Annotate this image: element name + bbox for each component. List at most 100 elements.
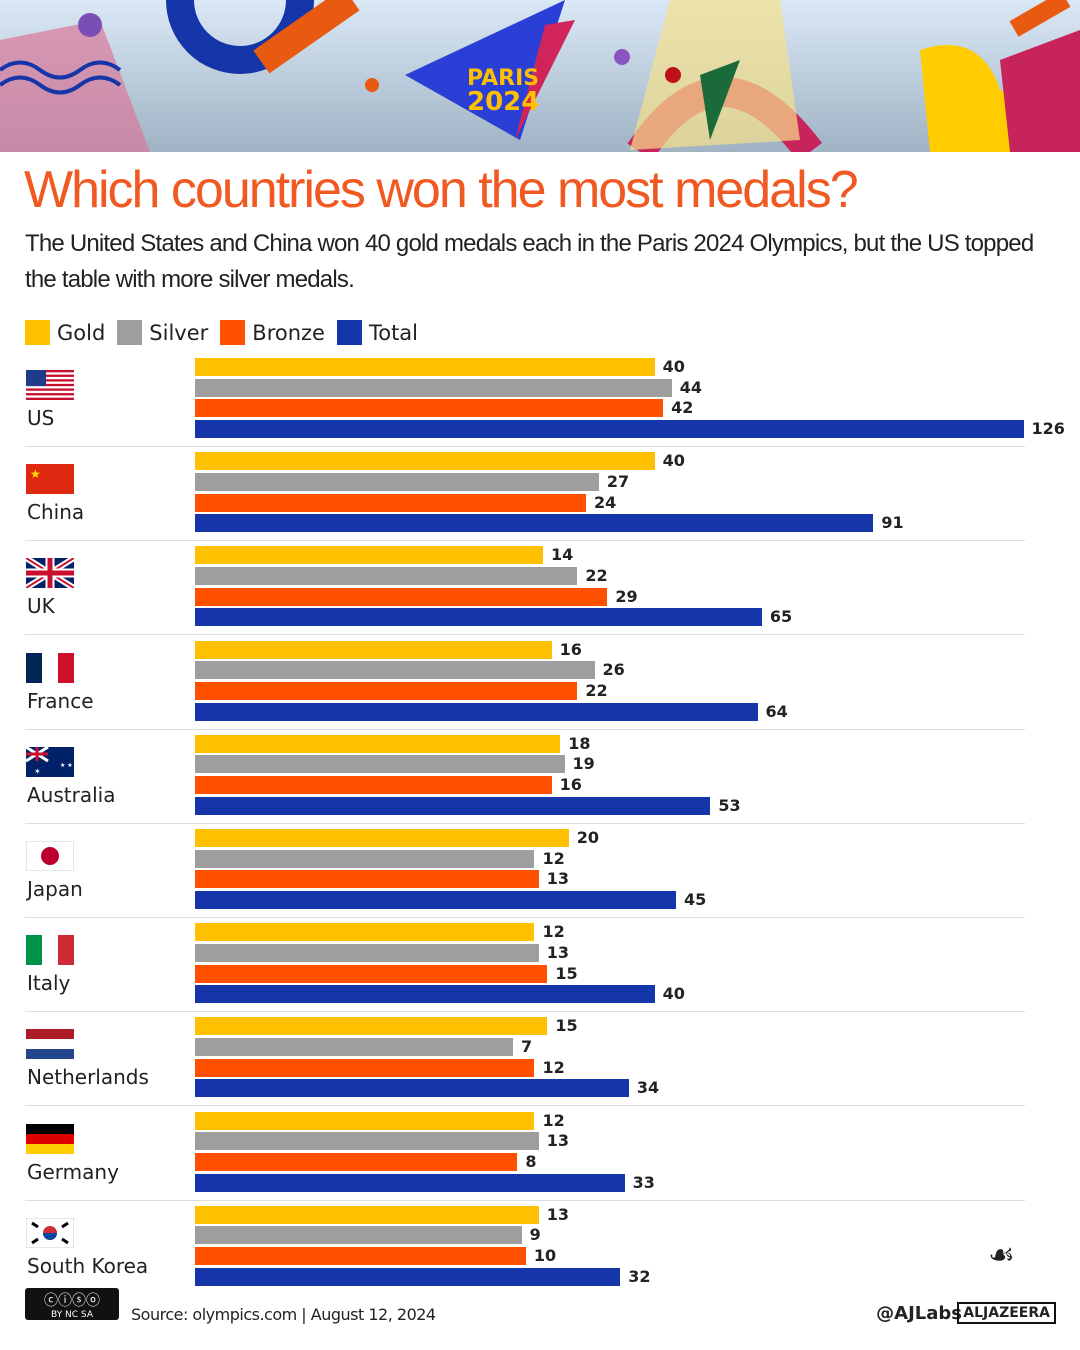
- flag-china-icon: ★: [26, 464, 74, 495]
- country-label: US: [27, 406, 55, 430]
- legend-item-total: Total: [336, 320, 418, 345]
- country-label: Germany: [27, 1159, 119, 1184]
- country-label: France: [27, 688, 94, 713]
- data-label-total: 64: [765, 701, 788, 721]
- data-label-total: 126: [1031, 419, 1065, 439]
- legend-swatch-gold: [25, 320, 50, 345]
- data-label-total: 40: [662, 984, 685, 1004]
- bar-bronze: [195, 681, 578, 700]
- country-group: US 40 44 42 126: [0, 357, 1080, 452]
- data-label-silver: 19: [572, 754, 595, 774]
- bar-gold: [195, 1017, 548, 1036]
- bar-bronze: [195, 964, 548, 983]
- bar-gold: [195, 829, 569, 847]
- data-label-gold: 40: [662, 357, 685, 376]
- country-label: UK: [27, 594, 55, 619]
- country-label: South Korea: [27, 1253, 149, 1278]
- data-label-bronze: 22: [585, 680, 608, 700]
- svg-text:2024: 2024: [467, 87, 539, 117]
- aljazeera-brand: ALJAZEERA: [957, 1302, 1056, 1324]
- bar-total: [195, 514, 874, 533]
- creative-commons-icon: ⓒⓘⓢⓞ BY NC SA: [25, 1288, 119, 1320]
- data-label-silver: 12: [542, 848, 565, 868]
- country-group: South Korea 13 9 10 32: [0, 1205, 1080, 1300]
- country-group: ✶ ★ ★ Australia 18 19 16 53: [0, 733, 1080, 829]
- flag-netherlands-icon: [26, 1029, 74, 1060]
- bar-gold: [195, 452, 655, 471]
- country-label: Italy: [27, 971, 71, 996]
- bar-total: [195, 1267, 621, 1286]
- bar-bronze: [195, 776, 552, 795]
- data-label-gold: 18: [568, 733, 591, 753]
- data-label-bronze: 15: [555, 963, 578, 983]
- bar-total: [195, 1079, 629, 1098]
- legend-swatch-silver: [117, 320, 143, 345]
- data-label-bronze: 10: [533, 1246, 557, 1266]
- bar-bronze: [195, 493, 586, 512]
- data-label-gold: 12: [542, 1110, 565, 1130]
- bar-bronze: [195, 1058, 535, 1077]
- data-label-total: 34: [636, 1078, 660, 1098]
- row-divider: [25, 1199, 1025, 1201]
- footer: ⓒⓘⓢⓞ BY NC SA Source: olympics.com | Augu…: [25, 1288, 1060, 1328]
- country-group: Germany 12 13 8 33: [0, 1110, 1080, 1206]
- svg-text:★ ★: ★ ★: [60, 762, 73, 769]
- row-divider: [25, 540, 1025, 542]
- flag-australia-icon: ✶ ★ ★: [26, 746, 74, 777]
- bar-silver: [195, 378, 672, 397]
- legend-label-gold: Gold: [57, 320, 106, 345]
- paris-2024-banner: PARIS 2024: [0, 0, 1080, 152]
- data-label-silver: 7: [521, 1037, 533, 1057]
- svg-text:★: ★: [30, 467, 41, 481]
- bar-total: [195, 796, 711, 815]
- bar-gold: [195, 734, 561, 753]
- flag-france-icon: [26, 652, 74, 683]
- data-label-bronze: 13: [546, 869, 570, 889]
- legend-label-bronze: Bronze: [252, 320, 325, 345]
- bar-silver: [195, 567, 578, 586]
- data-label-bronze: 29: [615, 586, 638, 606]
- bar-gold: [195, 1205, 539, 1224]
- source-text: Source: olympics.com | August 12, 2024: [131, 1305, 436, 1324]
- country-group: UK 14 22 29 65: [0, 545, 1080, 640]
- bar-silver: [195, 1132, 539, 1151]
- row-divider: [25, 728, 1025, 730]
- row-divider: [25, 917, 1025, 918]
- data-label-silver: 22: [585, 566, 608, 586]
- data-label-total: 45: [684, 890, 707, 910]
- banner-illustration: PARIS 2024: [0, 0, 1080, 152]
- country-label: Netherlands: [27, 1065, 149, 1090]
- data-label-bronze: 8: [525, 1151, 537, 1171]
- bar-silver: [195, 1038, 514, 1057]
- bar-silver: [195, 755, 565, 774]
- data-label-silver: 9: [529, 1225, 541, 1245]
- legend-item-bronze: Bronze: [220, 320, 325, 345]
- country-group: Netherlands 15 7 12 34: [0, 1016, 1080, 1111]
- country-label: China: [27, 500, 85, 525]
- license-text: BY NC SA: [51, 1310, 93, 1320]
- data-label-silver: 26: [602, 660, 625, 680]
- flag-us-icon: [26, 370, 74, 400]
- data-label-gold: 16: [559, 639, 582, 659]
- country-group: Japan 20 12 13 45: [0, 828, 1080, 923]
- country-label: Japan: [27, 877, 83, 901]
- chart-subtitle: The United States and China won 40 gold …: [25, 230, 1034, 293]
- bar-gold: [195, 546, 544, 565]
- country-group: Italy 12 13 15 40: [0, 922, 1080, 1017]
- bar-total: [195, 1173, 625, 1192]
- bar-gold: [195, 640, 552, 659]
- data-label-gold: 20: [576, 828, 600, 847]
- bar-bronze: [195, 587, 608, 606]
- data-label-silver: 13: [546, 1131, 570, 1151]
- data-label-total: 65: [769, 607, 793, 627]
- flag-uk-icon: [26, 558, 74, 589]
- data-label-bronze: 16: [559, 775, 582, 795]
- bar-silver: [195, 472, 599, 491]
- bar-gold: [195, 923, 535, 942]
- data-label-silver: 27: [606, 471, 630, 491]
- row-divider: [25, 1105, 1025, 1107]
- bar-silver: [195, 1226, 522, 1245]
- data-label-total: 91: [881, 513, 904, 533]
- bar-gold: [195, 358, 655, 376]
